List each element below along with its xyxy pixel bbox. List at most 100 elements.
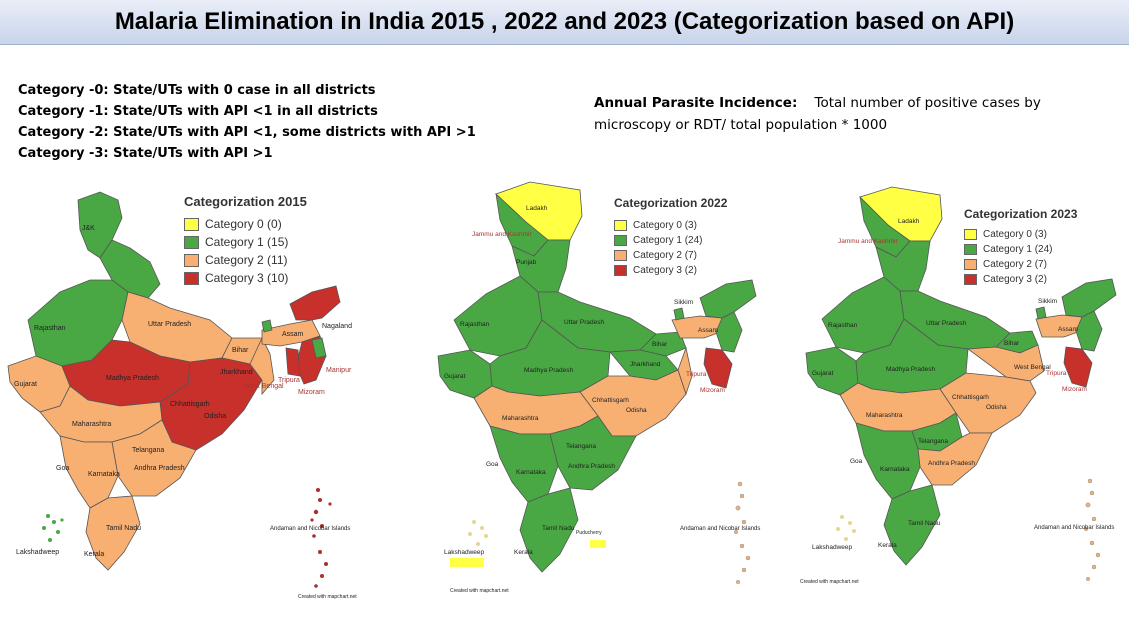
label-up: Uttar Pradesh [148,321,191,328]
label-mp: Madhya Pradesh [886,366,936,373]
legend-item-category-1: Category 1 (15) [205,235,289,249]
swatch-category-3 [614,265,627,276]
label-rajasthan: Rajasthan [34,325,66,332]
region-telangana-ap [549,415,637,491]
label-bihar: Bihar [1004,340,1020,347]
label-maharashtra: Maharashtra [502,415,539,422]
region-sikkim [673,307,685,321]
legend-title-2023: Categorization 2023 [964,207,1078,221]
swatch-category-0 [614,220,627,231]
label-chhattisgarh: Chhattisgarh [170,401,210,408]
label-ladakh: Ladakh [526,205,548,212]
legend-item-category-2: Category 2 (7) [633,250,697,261]
lakshadweep-islands [836,515,856,541]
label-karnataka: Karnataka [880,466,910,473]
label-tripura: Tripura [278,377,300,384]
label-sikkim: Sikkim [674,299,693,306]
swatch-category-0 [184,217,199,231]
label-tripura: Tripura [686,371,707,378]
label-jharkhand: Jharkhand [220,369,253,376]
region-south-tip [85,495,141,571]
lakshadweep-islands [468,520,488,546]
region-ne-green [715,311,743,353]
credit-2015: Created with mapchart.net [298,594,357,600]
category-definitions: Category -0: State/UTs with 0 case in al… [18,80,476,164]
label-telangana: Telangana [132,447,164,454]
label-jk: Jammu and Kashmir [838,238,898,245]
category-2-definition: Category -2: State/UTs with API <1, some… [18,125,476,140]
andaman-islands [310,488,332,588]
label-tn: Tamil Nadu [106,525,141,532]
label-mizoram: Mizoram [1062,386,1087,393]
legend-item-category-0: Category 0 (3) [633,220,697,231]
map-panel-2015: J&K Rajasthan Uttar Pradesh Bihar Gujara… [0,180,370,620]
region-wb [677,346,693,396]
label-kerala: Kerala [84,551,104,558]
label-andaman: Andaman and Nicobar Islands [680,526,760,532]
legend-2023: Categorization 2023 Category 0 (3) Categ… [964,207,1077,287]
swatch-category-1 [614,235,627,246]
swatch-category-1 [964,244,977,255]
label-kerala: Kerala [878,542,897,549]
legend-item-category-3: Category 3 (2) [983,274,1047,285]
swatch-category-2 [964,259,977,270]
region-ne-red [703,347,733,389]
legend-item-category-2: Category 2 (7) [983,259,1047,270]
api-definition-term: Annual Parasite Incidence: [594,95,798,111]
legend-item-category-1: Category 1 (24) [633,235,703,246]
label-manipur: Manipur [326,367,352,374]
label-telangana: Telangana [566,443,596,450]
legend-title-2022: Categorization 2022 [614,196,728,210]
label-ap: Andhra Pradesh [928,460,975,467]
label-assam: Assam [282,331,304,338]
category-1-definition: Category -1: State/UTs with API <1 in al… [18,104,378,119]
label-tn: Tamil Nadu [542,525,575,532]
region-chhattisgarh-odisha [939,372,1037,434]
label-puducherry: Puducherry [576,530,602,536]
label-lakshadweep: Lakshadweep [444,549,484,556]
legend-2022: Categorization 2022 Category 0 (3) Categ… [614,196,727,278]
label-chhattisgarh: Chhattisgarh [952,394,989,401]
region-arunachal [289,285,341,321]
india-map-2015: J&K Rajasthan Uttar Pradesh Bihar Gujara… [7,191,357,600]
label-wb: West Bengal [244,383,284,390]
legend-2015: Categorization 2015 Category 0 (0) Categ… [184,194,307,287]
region-jharkhand-wb [966,344,1045,382]
region-ap [917,432,993,486]
label-jk: J&K [82,225,95,232]
region-sikkim [261,319,273,333]
legend-item-category-0: Category 0 (3) [983,229,1047,240]
label-bihar: Bihar [232,347,249,354]
label-punjab: Punjab [516,259,537,266]
credit-2022: Created with mapchart.net [450,588,509,594]
legend-item-category-0: Category 0 (0) [205,217,282,231]
category-3-definition: Category -3: State/UTs with API >1 [18,146,273,161]
label-gujarat: Gujarat [812,370,834,377]
india-map-2023: Ladakh Jammu and Kashmir Rajasthan Uttar… [800,186,1117,585]
label-ladakh: Ladakh [898,218,920,225]
label-gujarat: Gujarat [444,373,466,380]
label-wb: West Bengal [1014,364,1051,371]
puducherry-highlight [590,540,606,548]
label-telangana: Telangana [918,438,948,445]
india-map-2022: Ladakh Jammu and Kashmir Punjab Rajastha… [437,181,760,594]
lakshadweep-highlight [450,558,484,567]
label-chhattisgarh: Chhattisgarh [592,397,629,404]
label-maharashtra: Maharashtra [72,421,111,428]
label-mp: Madhya Pradesh [524,367,574,374]
region-bihar [639,331,687,357]
label-mizoram: Mizoram [298,389,325,396]
label-odisha: Odisha [626,407,647,414]
legend-item-category-1: Category 1 (24) [983,244,1053,255]
label-up: Uttar Pradesh [926,320,966,327]
legend-item-category-3: Category 3 (2) [633,265,697,276]
category-0-definition: Category -0: State/UTs with 0 case in al… [18,83,376,98]
label-tn: Tamil Nadu [908,520,941,527]
label-maharashtra: Maharashtra [866,412,903,419]
region-ne-red-2 [285,347,301,377]
label-karnataka: Karnataka [88,471,120,478]
region-arunachal [1061,278,1117,318]
region-telangana-ap [111,419,197,497]
label-rajasthan: Rajasthan [828,322,858,329]
andaman-islands [734,481,751,585]
